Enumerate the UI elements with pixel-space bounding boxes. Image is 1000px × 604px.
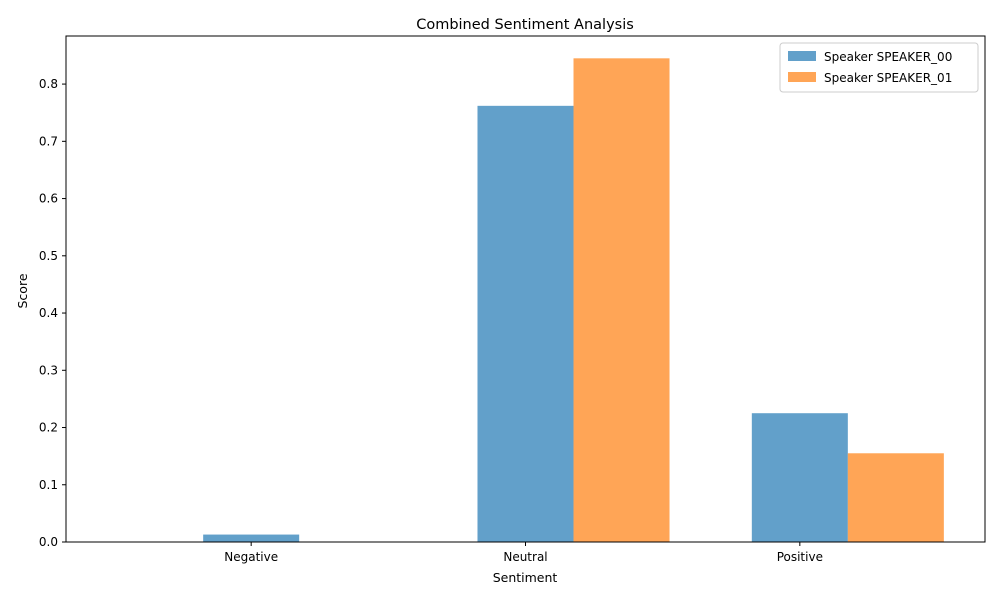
plot-frame [65,35,986,543]
x-axis: Negative Neutral Positive [224,542,823,564]
y-tick-label: 0.4 [39,306,58,320]
bar-neutral-series-1 [573,58,670,543]
legend-swatch [788,72,816,82]
x-tick-label: Neutral [503,550,547,564]
x-tick-label: Positive [777,550,823,564]
x-tick-label: Negative [224,550,278,564]
bar-positive-series-1 [847,453,944,542]
y-tick-label: 0.3 [39,363,58,377]
legend: Speaker SPEAKER_00 Speaker SPEAKER_01 [779,42,979,93]
bar-positive-series-0 [751,413,848,542]
x-axis-label: Sentiment [493,570,558,585]
y-tick-label: 0.6 [39,192,58,206]
legend-label: Speaker SPEAKER_00 [824,50,952,64]
bars-group [203,58,944,543]
y-axis: 0.0 0.1 0.2 0.3 0.4 0.5 0.6 0.7 0.8 [39,77,66,549]
chart-title: Combined Sentiment Analysis [416,17,634,33]
bar-negative-series-0 [203,534,300,542]
legend-box [779,42,979,93]
y-tick-label: 0.0 [39,535,58,549]
y-tick-label: 0.5 [39,249,58,263]
y-tick-label: 0.7 [39,134,58,148]
legend-label: Speaker SPEAKER_01 [824,71,952,85]
y-tick-label: 0.2 [39,421,58,435]
bar-neutral-series-0 [477,105,574,542]
y-tick-label: 0.1 [39,478,58,492]
y-tick-label: 0.8 [39,77,58,91]
y-axis-label: Score [15,273,30,308]
legend-swatch [788,51,816,61]
